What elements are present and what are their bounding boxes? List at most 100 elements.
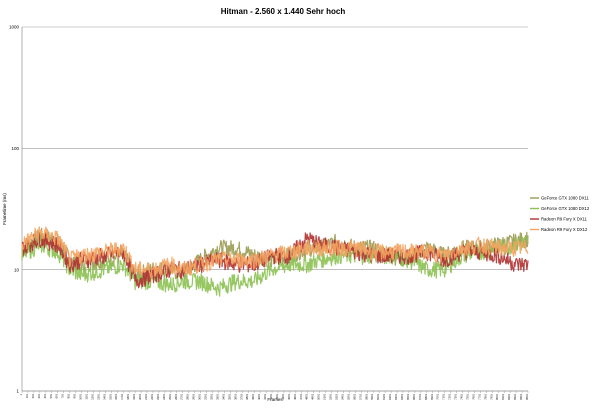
chart-title: Hitman - 2.560 x 1.440 Sehr hoch bbox=[221, 7, 346, 16]
x-tick-label: 7501 bbox=[465, 393, 469, 399]
x-tick-label: 6901 bbox=[430, 393, 434, 399]
x-tick-label: 2701 bbox=[180, 393, 184, 399]
x-tick-label: 8201 bbox=[507, 393, 511, 399]
x-tick-label: 8401 bbox=[519, 393, 523, 399]
series-line bbox=[22, 232, 528, 288]
x-tick-label: 901 bbox=[73, 393, 77, 398]
x-tick-label: 3101 bbox=[204, 393, 208, 399]
x-tick-label: 701 bbox=[61, 393, 65, 398]
x-tick-label: 4801 bbox=[305, 393, 309, 399]
x-tick-label: 2301 bbox=[156, 393, 160, 399]
x-tick-label: 2401 bbox=[162, 393, 166, 399]
x-tick-label: 7401 bbox=[460, 393, 464, 399]
x-tick-label: 5801 bbox=[364, 393, 368, 399]
x-tick-label: 1201 bbox=[90, 393, 94, 399]
x-tick-label: 3601 bbox=[233, 393, 237, 399]
x-tick-label: 4701 bbox=[299, 393, 303, 399]
legend-entry: GeForce GTX 1080 DX11 bbox=[541, 196, 590, 201]
y-tick-label: 1 bbox=[16, 389, 19, 394]
y-tick-labels: 1 10 100 1000 bbox=[9, 25, 20, 394]
legend-entry: Radeon R9 Fury X DX11 bbox=[541, 217, 588, 222]
legend: GeForce GTX 1080 DX11 GeForce GTX 1080 DX… bbox=[530, 196, 590, 233]
legend-entry: GeForce GTX 1080 DX12 bbox=[541, 206, 590, 211]
x-tick-label: 1101 bbox=[84, 393, 88, 399]
x-tick-label: 2801 bbox=[186, 393, 190, 399]
x-tick-label: 1701 bbox=[120, 393, 124, 399]
x-tick-label: 5201 bbox=[329, 393, 333, 399]
x-tick-label: 6401 bbox=[400, 393, 404, 399]
y-axis-label: Frametime (ms) bbox=[2, 193, 7, 225]
x-tick-label: 8501 bbox=[525, 393, 529, 399]
x-tick-label: 7301 bbox=[454, 393, 458, 399]
x-tick-label: 7201 bbox=[448, 393, 452, 399]
x-tick-label: 6201 bbox=[388, 393, 392, 399]
x-tick-label: 5501 bbox=[346, 393, 350, 399]
x-axis-label: Frames bbox=[267, 397, 283, 402]
x-tick-label: 301 bbox=[37, 393, 41, 398]
legend-entry: Radeon R9 Fury X DX12 bbox=[541, 227, 588, 232]
x-tick-label: 4001 bbox=[257, 393, 261, 399]
x-tick-label: 1401 bbox=[102, 393, 106, 399]
x-tick-label: 1901 bbox=[132, 393, 136, 399]
y-tick-label: 10 bbox=[14, 267, 20, 272]
x-tick-label: 6101 bbox=[382, 393, 386, 399]
x-tick-label: 2001 bbox=[138, 393, 142, 399]
x-tick-label: 1301 bbox=[96, 393, 100, 399]
x-tick-label: 1601 bbox=[114, 393, 118, 399]
x-tick-label: 6501 bbox=[406, 393, 410, 399]
series-3 bbox=[22, 232, 528, 288]
x-tick-label: 2201 bbox=[150, 393, 154, 399]
x-tick-label: 2501 bbox=[168, 393, 172, 399]
x-tick-label: 3801 bbox=[245, 393, 249, 399]
x-tick-label: 401 bbox=[43, 393, 47, 398]
x-tick-label: 7001 bbox=[436, 393, 440, 399]
y-tick-label: 100 bbox=[11, 146, 19, 151]
series-layer bbox=[22, 227, 528, 296]
x-tick-label: 801 bbox=[67, 393, 71, 398]
x-tick-label: 1501 bbox=[108, 393, 112, 399]
x-tick-label: 8001 bbox=[495, 393, 499, 399]
x-tick-label: 201 bbox=[31, 393, 35, 398]
x-tick-label: 5601 bbox=[352, 393, 356, 399]
x-tick-label: 7101 bbox=[442, 393, 446, 399]
x-tick-label: 601 bbox=[55, 393, 59, 398]
x-tick-label: 3901 bbox=[251, 393, 255, 399]
x-tick-label: 5001 bbox=[317, 393, 321, 399]
x-tick-label: 4601 bbox=[293, 393, 297, 399]
x-tick-label: 5401 bbox=[340, 393, 344, 399]
x-tick-label: 3301 bbox=[215, 393, 219, 399]
x-tick-label: 6801 bbox=[424, 393, 428, 399]
x-tick-label: 7701 bbox=[477, 393, 481, 399]
x-tick-label: 6701 bbox=[418, 393, 422, 399]
x-tick-label: 2101 bbox=[144, 393, 148, 399]
x-tick-label: 3701 bbox=[239, 393, 243, 399]
x-tick-label: 3201 bbox=[209, 393, 213, 399]
x-tick-label: 7901 bbox=[489, 393, 493, 399]
x-tick-label: 8101 bbox=[501, 393, 505, 399]
series-2 bbox=[22, 237, 528, 296]
x-tick-label: 5901 bbox=[370, 393, 374, 399]
x-tick-label: 501 bbox=[49, 393, 53, 398]
x-tick-label: 4901 bbox=[311, 393, 315, 399]
x-tick-label: 6601 bbox=[412, 393, 416, 399]
gridlines bbox=[22, 27, 528, 391]
x-tick-label: 6301 bbox=[394, 393, 398, 399]
x-tick-label: 2601 bbox=[174, 393, 178, 399]
x-tick-label: 8301 bbox=[513, 393, 517, 399]
x-tick-label: 7801 bbox=[483, 393, 487, 399]
x-tick-label: 2901 bbox=[192, 393, 196, 399]
x-tick-label: 3001 bbox=[198, 393, 202, 399]
x-tick-label: 1 bbox=[19, 393, 23, 395]
series-line bbox=[22, 237, 528, 296]
x-tick-label: 1001 bbox=[79, 393, 83, 399]
x-tick-label: 5101 bbox=[323, 393, 327, 399]
x-tick-label: 101 bbox=[25, 393, 29, 398]
x-tick-label: 7601 bbox=[471, 393, 475, 399]
x-tick-label: 1801 bbox=[126, 393, 130, 399]
x-tick-label: 5701 bbox=[358, 393, 362, 399]
y-tick-label: 1000 bbox=[9, 25, 20, 30]
x-tick-label: 3401 bbox=[221, 393, 225, 399]
x-tick-label: 4501 bbox=[287, 393, 291, 399]
